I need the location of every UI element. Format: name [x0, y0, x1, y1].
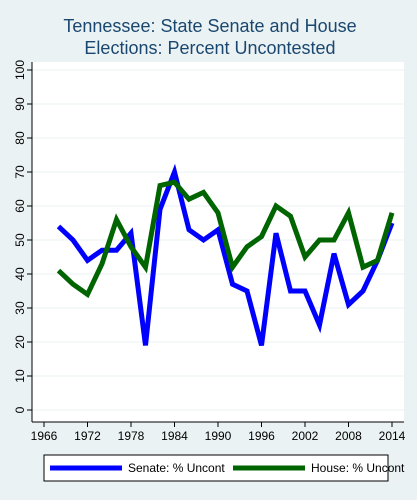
series-line-senate [56, 163, 395, 347]
axes [27, 62, 404, 427]
x-tick-label: 1990 [205, 429, 232, 443]
x-tick-label: 1972 [74, 429, 101, 443]
y-tick-label: 20 [13, 335, 27, 349]
x-tick-label: 1984 [161, 429, 188, 443]
y-tick-label: 100 [13, 60, 27, 80]
series-lines [56, 163, 395, 347]
series-line-house [56, 179, 395, 299]
tick-labels: 0 10 20 30 40 50 60 70 80 90 100 1966 1972 1978 1984 19… [13, 60, 406, 443]
legend-label-senate: Senate: % Uncont [128, 461, 225, 475]
title-line-1: Tennessee: State Senate and House [63, 16, 356, 36]
x-tick-label: 2008 [335, 429, 362, 443]
title-line-2: Elections: Percent Uncontested [84, 38, 335, 58]
x-tick-label: 2002 [292, 429, 319, 443]
legend-label-house: House: % Uncont [311, 461, 405, 475]
y-tick-label: 30 [13, 301, 27, 315]
y-tick-label: 60 [13, 199, 27, 213]
legend: Senate: % Uncont House: % Uncont [43, 454, 405, 482]
x-tick-label: 2014 [379, 429, 406, 443]
y-tick-label: 70 [13, 165, 27, 179]
grid-lines [32, 69, 404, 411]
x-tick-label: 1996 [248, 429, 275, 443]
y-tick-label: 50 [13, 233, 27, 247]
y-tick-label: 0 [13, 406, 27, 413]
x-tick-label: 1978 [118, 429, 145, 443]
y-tick-label: 10 [13, 369, 27, 383]
y-tick-label: 40 [13, 267, 27, 281]
chart-title: Tennessee: State Senate and House Electi… [63, 16, 356, 58]
x-tick-label: 1966 [31, 429, 58, 443]
y-tick-label: 90 [13, 97, 27, 111]
plot-area [32, 62, 404, 422]
y-tick-label: 80 [13, 131, 27, 145]
